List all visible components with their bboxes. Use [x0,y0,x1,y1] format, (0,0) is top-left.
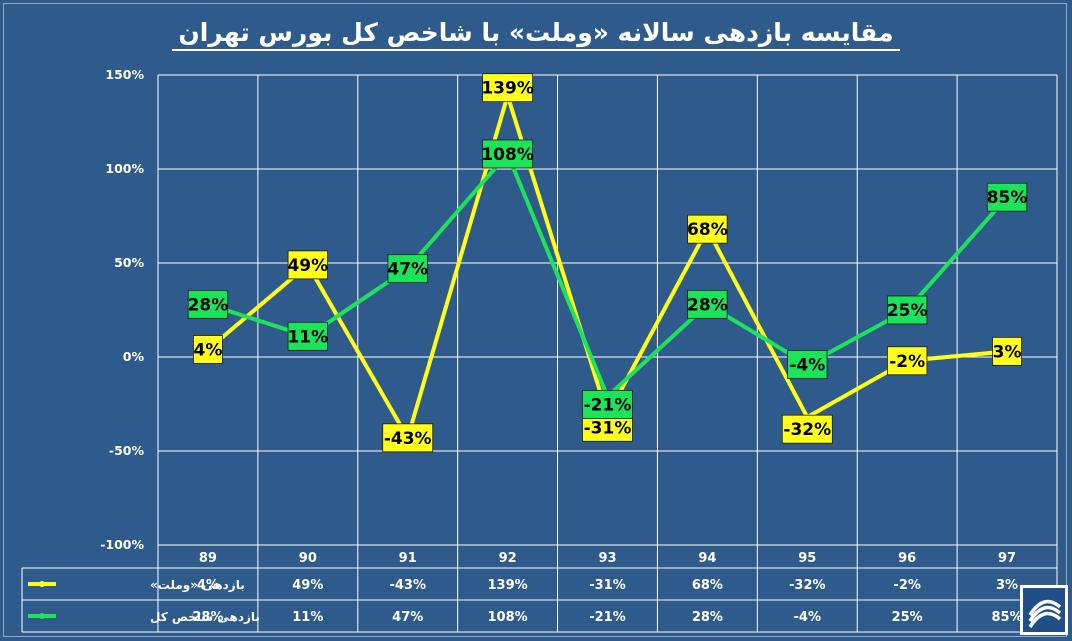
data-label-box [787,350,828,379]
legend-label: بازدهی شاخص کل [150,610,260,624]
data-label-box [687,214,728,244]
table-cell: -32% [789,578,826,593]
y-tick-label: 0% [123,349,145,364]
data-label-box [482,73,534,103]
data-label-box [687,289,728,319]
x-tick-label: 90 [299,551,317,566]
data-labels: 4% 49% -43% 139% -31% 68% -32% -2% 3% 28% 11% 47% 10… [187,73,1028,453]
table-cell: 4% [197,578,219,593]
y-tick-label: -100% [100,537,144,552]
data-label: -32% [783,420,831,440]
table-cell: 3% [996,578,1018,593]
data-label: 25% [887,301,928,321]
data-label-box [582,390,633,419]
chart-frame [3,3,1067,637]
data-label-box [382,423,434,453]
x-tick-label: 89 [199,551,217,566]
table-cell: 11% [292,610,323,625]
data-label: 28% [687,295,728,315]
table-cell: 139% [488,578,528,593]
table-cell: -4% [794,610,821,625]
x-tick-label: 92 [499,551,517,566]
x-tick-label: 95 [798,551,816,566]
data-label-box [992,336,1022,366]
x-tick-label: 93 [598,551,616,566]
data-label-box [887,295,928,325]
data-label: 47% [387,260,428,280]
table-cell: 49% [292,578,323,593]
table-cell: 108% [488,610,528,625]
data-table: 89 90 91 92 93 94 95 96 97 بازدهی «وملت»4% 49% -43%… [21,545,1058,633]
table-cell: 85% [991,610,1022,625]
broker-logo-icon [1020,585,1068,635]
table-cell: 28% [192,610,223,625]
data-label: -31% [584,418,632,438]
data-label: -21% [584,395,632,415]
y-axis: -100% -50% 0% 50% 100% 150% [100,67,144,552]
data-label: -2% [889,352,925,372]
table-cell: -21% [589,610,626,625]
data-label-box [387,254,428,284]
data-label: -43% [384,429,432,449]
table-cell: 25% [892,610,923,625]
data-label-box [187,289,229,319]
data-label-box [986,182,1028,212]
data-label-box [287,321,328,351]
data-label: 11% [287,327,328,347]
grid-lines [157,74,1058,546]
x-tick-label: 97 [998,551,1016,566]
table-cell: -43% [389,578,426,593]
x-tick-label: 91 [399,551,417,566]
table-cell: 68% [692,578,723,593]
chart-title: مقایسه بازدهی سالانه «وملت» با شاخص کل ب… [0,18,1072,51]
data-label-box [482,139,534,169]
data-label: 108% [481,145,534,165]
data-label: 28% [188,295,229,315]
table-cell: -31% [589,578,626,593]
data-label-box [193,335,223,364]
y-tick-label: 50% [114,255,144,270]
data-label: 139% [481,79,534,99]
legend-key-marker [39,613,45,619]
y-tick-label: -50% [109,443,145,458]
data-label: 4% [194,340,223,360]
data-label: 3% [993,342,1022,362]
data-label: 49% [287,256,328,276]
table-cell: 47% [392,610,423,625]
data-label-box [781,414,833,444]
y-tick-label: 150% [105,67,144,82]
data-label: 68% [687,220,728,240]
data-label-box [887,346,928,376]
table-cell: -2% [893,578,920,593]
data-label: 85% [987,188,1028,208]
legend-label: بازدهی «وملت» [150,578,245,593]
x-tick-label: 96 [898,551,916,566]
data-label: -4% [789,356,825,376]
data-label-box [287,250,328,280]
x-tick-label: 94 [698,551,716,566]
table-cell: 28% [692,610,723,625]
legend-key-marker [39,581,45,587]
y-tick-label: 100% [105,161,144,176]
